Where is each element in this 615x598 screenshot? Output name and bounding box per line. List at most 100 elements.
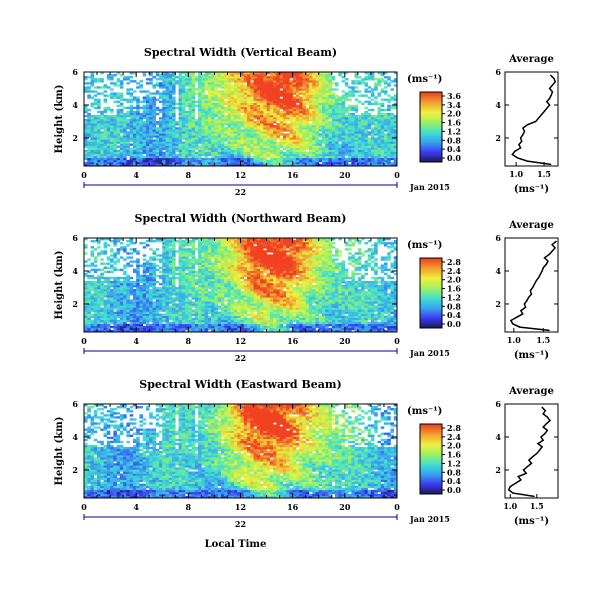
colorbar: 2.82.42.01.61.20.80.40.0 — [419, 423, 461, 495]
y-tick-label: 6 — [72, 233, 78, 243]
average-profile-point — [555, 240, 557, 242]
colorbar-tick-label: 1.6 — [447, 284, 461, 294]
day-label: 22 — [235, 519, 246, 529]
average-profile-point — [548, 253, 550, 256]
average-profile-point — [533, 283, 536, 285]
average-profile-point — [526, 300, 528, 302]
average-profile-point — [542, 267, 544, 269]
average-profile-point — [521, 140, 523, 142]
date-label: Jan 2015 — [409, 182, 450, 192]
colorbar-frame — [419, 423, 443, 495]
x-tick-label: 20 — [339, 336, 351, 346]
average-profile-point — [541, 446, 543, 448]
average-profile-point — [550, 74, 552, 76]
colorbar-tick-label: 2.8 — [447, 423, 461, 433]
avg-x-tick-label: 1.0 — [509, 169, 523, 179]
colorbar-tick-label: 1.2 — [447, 292, 461, 302]
average-profile-point — [538, 449, 541, 451]
average-profile-point — [551, 244, 553, 246]
x-tick-label: 0 — [394, 170, 400, 180]
avg-x-tick-label: 1.5 — [536, 335, 550, 345]
average-profile-point — [551, 91, 554, 93]
average-profile-line — [511, 74, 557, 166]
panel-3: Spectral Width (Eastward Beam) 6 4 2 Height … — [54, 378, 559, 529]
average-profile-point — [546, 429, 549, 431]
x-tick-label: 4 — [133, 502, 139, 512]
average-profile-point — [516, 157, 518, 159]
average-profile-point — [540, 114, 542, 116]
average-profile-point — [542, 413, 544, 415]
average-profile-point — [536, 452, 538, 455]
x-tick-label: 12 — [235, 336, 246, 346]
avg-y-tick-label: 6 — [495, 67, 501, 77]
average-profile-point — [546, 416, 549, 418]
average-profile-point — [528, 296, 530, 298]
colorbar-tick-label: 0.8 — [447, 135, 461, 145]
avg-y-tick-label: 6 — [495, 399, 501, 409]
average-profile-point — [535, 120, 537, 123]
heatmap-cells — [84, 72, 398, 167]
y-axis-label: Height (km) — [54, 251, 65, 320]
average-profile-point — [549, 97, 551, 99]
average-profile-point — [523, 303, 526, 305]
average-title: Average — [508, 220, 554, 231]
average-profile-point — [542, 439, 544, 441]
x-axis-label: Local Time — [205, 539, 267, 550]
average-profile-point — [522, 127, 524, 129]
day-label: 22 — [235, 187, 246, 197]
x-tick-label: 0 — [394, 502, 400, 512]
average-profile-point — [553, 78, 555, 80]
average-profile-point — [554, 247, 556, 249]
average-profile-point — [551, 250, 553, 252]
average-profile-point — [541, 270, 543, 272]
avg-y-tick-label: 2 — [495, 299, 501, 309]
average-profile-point — [523, 130, 526, 132]
y-tick-label: 2 — [72, 465, 78, 475]
x-tick-label: 8 — [186, 502, 192, 512]
average-frame — [504, 237, 559, 333]
average-profile-point — [538, 277, 540, 279]
day-label: 22 — [235, 353, 246, 363]
y-tick-label: 6 — [72, 399, 78, 409]
average-profile-point — [525, 306, 527, 308]
average-profile-point — [540, 436, 542, 438]
y-tick-label: 4 — [72, 100, 78, 110]
average-profile-point — [520, 310, 522, 312]
avg-x-tick-label: 1.0 — [503, 501, 517, 511]
average-profile-point — [508, 489, 510, 491]
y-tick-label: 2 — [72, 133, 78, 143]
average-profile-point — [522, 134, 524, 136]
colorbar-tick-label: 0.0 — [447, 319, 461, 329]
average-profile-point — [546, 107, 548, 109]
x-tick-label: 20 — [339, 502, 351, 512]
avg-y-tick-label: 4 — [495, 100, 501, 110]
average-profile: Average 6 4 2 1.0 1.5 (ms⁻¹) — [495, 54, 559, 195]
colorbar-unit: (ms⁻¹) — [407, 240, 442, 251]
average-profile: Average 6 4 2 1.0 1.5 (ms⁻¹) — [495, 386, 559, 527]
average-profile-line — [509, 240, 557, 332]
average-profile-point — [526, 466, 528, 468]
colorbar-tick-label: 0.0 — [447, 153, 461, 163]
colorbar-tick-label: 0.4 — [447, 310, 461, 320]
average-profile-point — [550, 163, 552, 165]
average-frame — [504, 71, 559, 167]
average-profile: Average 6 4 2 1.0 1.5 (ms⁻¹) — [495, 220, 559, 361]
panel-1: Spectral Width (Vertical Beam) 6 4 2 Height … — [54, 46, 559, 197]
x-tick-label: 16 — [287, 336, 299, 346]
average-profile-point — [547, 260, 549, 262]
average-profile-point — [520, 479, 522, 481]
heatmap-cells — [84, 404, 398, 499]
heatmap-cells — [84, 238, 398, 333]
average-profile-point — [543, 257, 546, 259]
average-profile-point — [512, 323, 514, 325]
average-profile-point — [522, 469, 525, 471]
average-profile-point — [537, 117, 540, 119]
average-profile-point — [545, 263, 547, 265]
y-tick-label: 2 — [72, 299, 78, 309]
average-profile-point — [526, 160, 528, 162]
avg-y-tick-label: 6 — [495, 233, 501, 243]
average-profile-point — [546, 101, 548, 103]
average-profile-point — [541, 406, 543, 408]
average-frame — [504, 403, 559, 499]
